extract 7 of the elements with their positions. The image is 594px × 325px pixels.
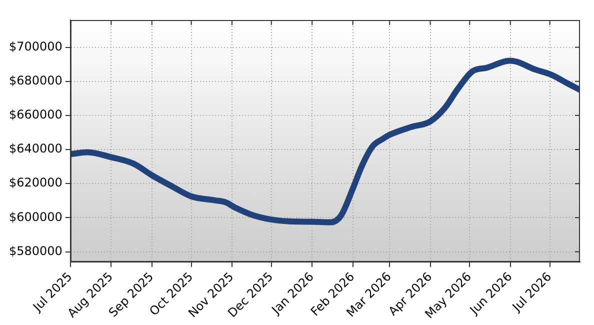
y-tick-label: $660000 bbox=[8, 108, 62, 122]
y-tick-label: $600000 bbox=[8, 210, 62, 224]
y-tick-label: $700000 bbox=[8, 39, 62, 54]
y-tick-label: $580000 bbox=[8, 244, 62, 258]
y-tick-label: $640000 bbox=[8, 142, 62, 156]
y-tick-label: $620000 bbox=[8, 176, 62, 190]
y-tick-label: $680000 bbox=[8, 73, 62, 88]
